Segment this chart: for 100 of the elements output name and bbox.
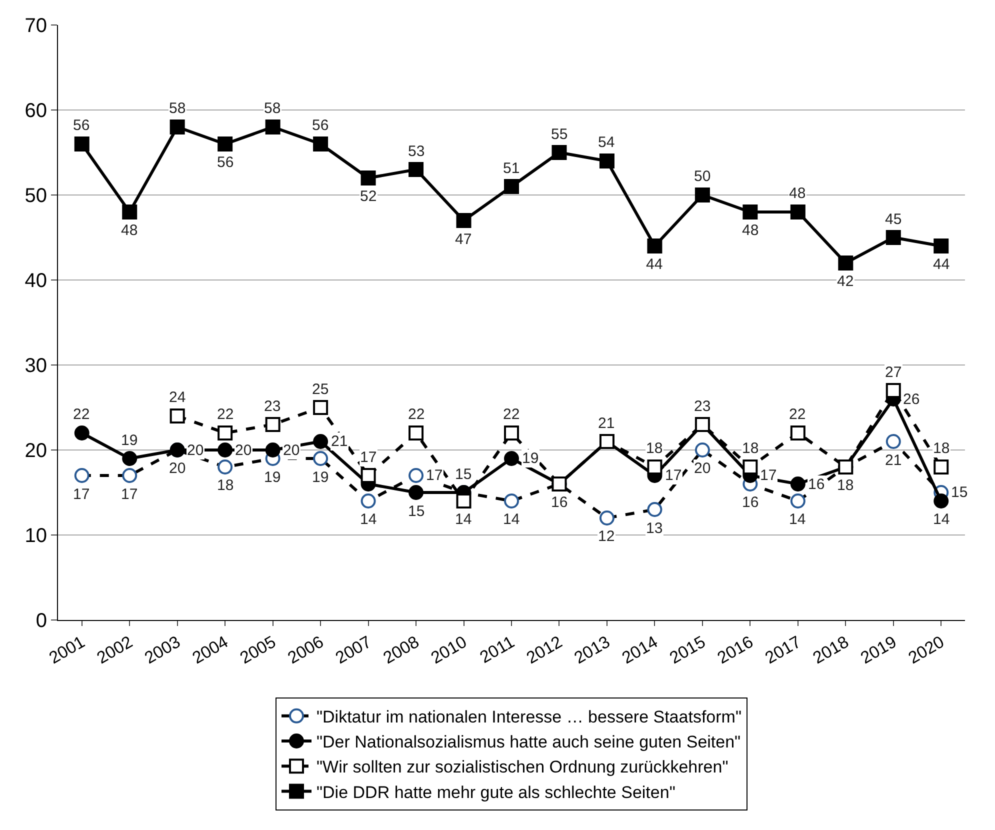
data-label: 22 [408,406,425,423]
data-label: 15 [408,503,425,520]
data-label: 56 [312,117,329,134]
data-label: 22 [503,406,520,423]
y-tick-label: 10 [24,525,47,547]
y-tick-label: 50 [24,185,47,207]
point [313,136,328,152]
data-label: 47 [455,231,472,248]
data-label: 16 [742,494,759,511]
point [647,238,662,254]
point [74,426,90,440]
x-tick-label: 2003 [141,632,184,668]
x-tick-label: 2005 [236,632,280,668]
data-label: 18 [217,477,234,494]
x-tick-label: 2002 [94,632,136,668]
y-tick-label: 70 [24,15,47,37]
data-label: 26 [903,391,920,408]
data-label: 14 [360,511,377,528]
data-label: 20 [283,442,300,459]
data-label: 14 [455,511,472,528]
x-tick-label: 2014 [618,632,661,668]
data-label: 27 [885,364,902,381]
data-label: 20 [187,442,204,459]
data-label: 14 [503,511,520,528]
point [694,188,710,202]
data-label: 55 [551,126,568,143]
x-tick-label: 2019 [857,632,900,668]
point [790,476,806,492]
point [504,179,519,194]
data-label: 18 [837,477,854,494]
data-label: 18 [933,440,950,457]
data-label: 53 [408,143,425,160]
data-label: 12 [598,528,615,545]
data-label: 15 [951,484,968,501]
data-label: 50 [694,168,711,185]
data-label: 20 [169,460,186,477]
x-tick-label: 2008 [380,632,422,668]
data-label: 21 [331,433,348,450]
y-tick-label: 0 [36,610,47,632]
point [934,494,949,508]
point [934,460,949,474]
data-label: 15 [455,466,472,483]
data-label: 45 [885,211,902,228]
data-label: 23 [264,398,281,415]
point [647,460,662,474]
data-label: 51 [503,160,520,177]
point [218,136,233,152]
point [790,426,806,440]
data-label: 25 [312,381,329,398]
point [552,145,567,160]
point [122,204,138,220]
data-label: 17 [426,467,443,484]
data-label: 14 [789,511,806,528]
data-label: 18 [742,440,759,457]
data-label: 18 [646,440,663,457]
point [504,426,519,440]
point [742,460,758,474]
x-tick-label: 2013 [570,632,614,668]
data-label: 58 [264,100,281,117]
point [265,417,280,432]
x-tick-label: 2018 [810,632,852,668]
x-tick-label: 2016 [714,632,756,668]
data-label: 20 [694,460,711,477]
point [265,120,280,134]
x-tick-label: 2001 [46,632,88,668]
y-tick-label: 20 [24,440,47,462]
data-label: 17 [73,486,90,503]
data-label: 19 [121,432,138,449]
point [170,408,185,424]
data-label: 19 [312,469,329,486]
x-tick-label: 2004 [189,632,232,668]
point [360,468,376,483]
point [408,426,424,440]
legend-label: "Der Nationalsozialismus hatte auch seine guten Seiten" [316,732,741,752]
point [218,426,233,440]
data-label: 22 [789,406,806,423]
legend-label: "Die DDR hatte mehr gute als schlechte Seiten" [316,782,676,802]
point [74,136,90,152]
data-label: 17 [121,486,138,503]
data-label: 19 [522,450,539,467]
y-tick-label: 60 [24,100,47,122]
x-tick-label: 2011 [476,632,518,668]
data-label: 52 [360,188,377,205]
data-label: 56 [217,154,234,171]
point [218,442,233,458]
data-label: 21 [598,415,615,432]
x-tick-label: 2015 [666,632,709,668]
y-tick-label: 30 [24,355,47,377]
data-label: 17 [760,467,777,484]
y-tick-label: 40 [24,270,47,292]
point [360,170,376,186]
point [408,162,424,177]
data-label: 13 [646,520,663,537]
x-tick-label: 2020 [905,632,948,668]
data-label: 21 [885,452,902,469]
point [886,230,901,245]
data-label: 48 [789,185,806,202]
data-label: 14 [933,511,950,528]
point [790,204,806,220]
point [599,154,614,168]
